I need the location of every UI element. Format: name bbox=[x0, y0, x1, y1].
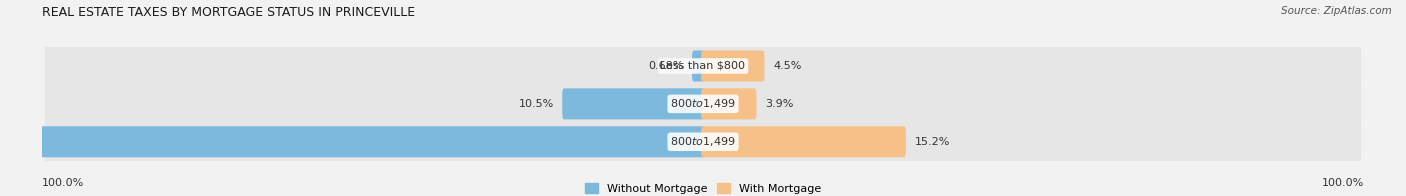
Text: REAL ESTATE TAXES BY MORTGAGE STATUS IN PRINCEVILLE: REAL ESTATE TAXES BY MORTGAGE STATUS IN … bbox=[42, 6, 415, 19]
FancyBboxPatch shape bbox=[45, 60, 1361, 148]
Text: $800 to $1,499: $800 to $1,499 bbox=[671, 135, 735, 148]
FancyBboxPatch shape bbox=[702, 126, 905, 157]
Text: Less than $800: Less than $800 bbox=[661, 61, 745, 71]
Text: 100.0%: 100.0% bbox=[1322, 178, 1364, 188]
FancyBboxPatch shape bbox=[45, 22, 1361, 110]
Text: Source: ZipAtlas.com: Source: ZipAtlas.com bbox=[1281, 6, 1392, 16]
Text: 100.0%: 100.0% bbox=[42, 178, 84, 188]
Text: 3.9%: 3.9% bbox=[765, 99, 793, 109]
FancyBboxPatch shape bbox=[692, 50, 704, 82]
FancyBboxPatch shape bbox=[45, 98, 1361, 186]
Text: 4.5%: 4.5% bbox=[773, 61, 801, 71]
Text: 10.5%: 10.5% bbox=[519, 99, 554, 109]
FancyBboxPatch shape bbox=[0, 126, 704, 157]
Text: $800 to $1,499: $800 to $1,499 bbox=[671, 97, 735, 110]
FancyBboxPatch shape bbox=[562, 88, 704, 119]
Legend: Without Mortgage, With Mortgage: Without Mortgage, With Mortgage bbox=[581, 179, 825, 196]
FancyBboxPatch shape bbox=[702, 88, 756, 119]
Text: 15.2%: 15.2% bbox=[914, 137, 950, 147]
Text: 0.68%: 0.68% bbox=[648, 61, 683, 71]
FancyBboxPatch shape bbox=[702, 50, 765, 82]
